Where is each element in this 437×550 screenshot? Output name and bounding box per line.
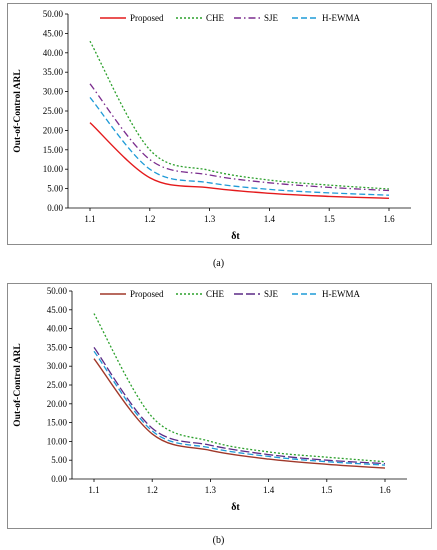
legend-label: H-EWMA — [322, 13, 360, 23]
series-line-sje — [93, 347, 386, 465]
legend-label: SJE — [264, 289, 279, 299]
series-line-sje — [89, 83, 390, 192]
series-line-che — [89, 40, 390, 190]
legend-label: Proposed — [130, 13, 164, 23]
series-line-h-ewma — [93, 350, 386, 466]
caption-a: (a) — [212, 258, 225, 269]
x-tick-label: 1.5 — [324, 214, 336, 224]
legend-label: CHE — [206, 289, 225, 299]
legend-label: SJE — [264, 13, 279, 23]
series-line-proposed — [89, 122, 390, 199]
y-axis-label: Out-of-Control ARL — [13, 343, 23, 426]
y-tick-label: 20.00 — [43, 125, 64, 135]
series-line-h-ewma — [89, 96, 390, 196]
legend: Proposed CHE SJE H-EWMA — [100, 13, 360, 23]
legend: Proposed CHE SJE H-EWMA — [100, 289, 360, 299]
x-axis-label: δt — [231, 231, 240, 242]
x-tick-label: 1.2 — [147, 485, 158, 495]
x-tick-label: 1.3 — [205, 485, 217, 495]
x-tick-label: 1.4 — [263, 485, 275, 495]
x-tick-label: 1.3 — [204, 214, 216, 224]
chart-panel-b: 0.00 5.00 10.00 15.00 20.00 25.00 30.00 35.00 40… — [7, 283, 432, 529]
caption-b: (b) — [212, 535, 225, 546]
y-tick-label: 45.00 — [43, 28, 64, 38]
chart-a-svg: 0.00 5.00 10.00 15.00 20.00 25.00 30.00 35.00 40… — [13, 9, 411, 242]
x-tick-label: 1.6 — [383, 214, 395, 224]
y-tick-label: 40.00 — [43, 48, 64, 58]
chart-panel-a: 0.00 5.00 10.00 15.00 20.00 25.00 30.00 35.00 40… — [7, 3, 432, 245]
y-tick-label: 10.00 — [47, 436, 68, 446]
legend-label: CHE — [206, 13, 225, 23]
y-tick-label: 45.00 — [47, 305, 68, 315]
y-axis-label: Out-of-Control ARL — [13, 69, 23, 152]
y-tick-label: 5.00 — [47, 184, 63, 194]
y-tick-label: 0.00 — [47, 203, 63, 213]
y-tick-label: 10.00 — [43, 164, 64, 174]
y-tick-label: 15.00 — [43, 145, 64, 155]
series-line-che — [93, 313, 386, 463]
y-tick-label: 35.00 — [43, 67, 64, 77]
x-tick-label: 1.2 — [144, 214, 155, 224]
y-tick-label: 40.00 — [47, 324, 68, 334]
y-tick-label: 50.00 — [47, 286, 68, 296]
series-line-proposed — [93, 358, 386, 469]
y-tick-label: 30.00 — [43, 87, 64, 97]
y-tick-label: 35.00 — [47, 342, 68, 352]
y-tick-label: 20.00 — [47, 399, 68, 409]
x-tick-label: 1.4 — [264, 214, 276, 224]
x-axis-label: δt — [231, 502, 240, 513]
y-tick-label: 25.00 — [43, 106, 64, 116]
y-tick-label: 50.00 — [43, 9, 64, 19]
x-tick-label: 1.1 — [88, 485, 99, 495]
y-tick-label: 15.00 — [47, 418, 68, 428]
legend-label: H-EWMA — [322, 289, 360, 299]
x-tick-label: 1.1 — [84, 214, 95, 224]
y-tick-label: 30.00 — [47, 361, 68, 371]
legend-label: Proposed — [130, 289, 164, 299]
x-tick-label: 1.5 — [321, 485, 333, 495]
chart-b-svg: 0.00 5.00 10.00 15.00 20.00 25.00 30.00 35.00 40… — [13, 286, 407, 513]
y-tick-label: 5.00 — [51, 455, 67, 465]
y-tick-label: 25.00 — [47, 380, 68, 390]
y-tick-label: 0.00 — [51, 474, 67, 484]
x-tick-label: 1.6 — [379, 485, 391, 495]
